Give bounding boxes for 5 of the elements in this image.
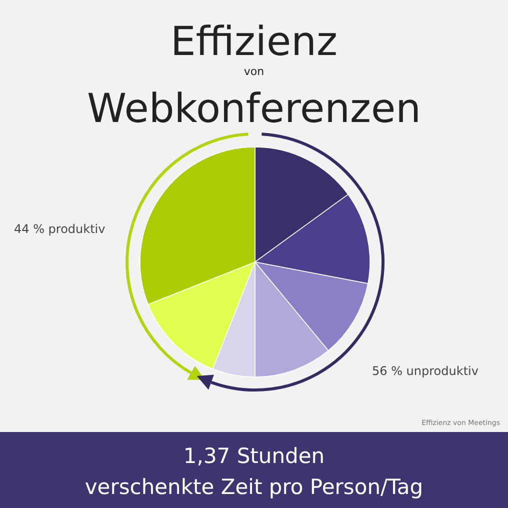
text: 44 % produktiv	[14, 222, 106, 236]
text: 1,37 Stunden	[183, 444, 325, 468]
text: 56 % unproduktiv	[372, 364, 478, 378]
text: verschenkte Zeit pro Person/Tag	[84, 475, 424, 499]
chart-title: Effizienz von Webkonferenzen	[87, 19, 421, 132]
